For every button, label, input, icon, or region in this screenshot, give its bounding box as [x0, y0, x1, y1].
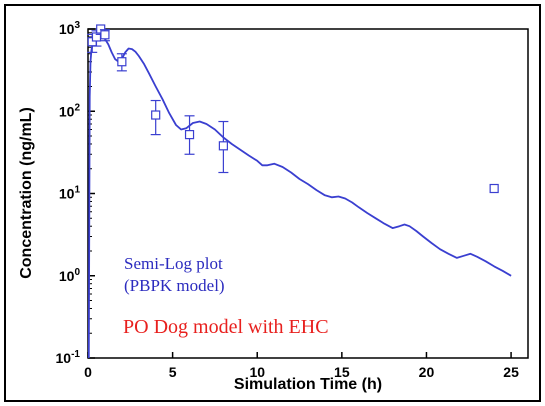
y-axis-label: Concentration (ng/mL) [18, 107, 35, 279]
y-tick-exponent: -1 [71, 349, 80, 360]
annotation-model-line: PO Dog model with EHC [123, 316, 329, 338]
x-tick-label: 5 [169, 364, 177, 380]
observed-point [116, 53, 127, 72]
series-layer [87, 24, 512, 359]
x-tick-label: 15 [334, 364, 350, 380]
y-tick-label: 10-1 [56, 349, 81, 366]
y-tick-base: 10 [59, 186, 75, 202]
annotation-semilog-line: Semi-Log plot [124, 254, 223, 273]
x-axis-label: Simulation Time (h) [234, 376, 382, 393]
x-tick-labels: 0 5 10 15 20 25 [84, 364, 519, 380]
observed-point [99, 29, 110, 42]
data-marker [100, 30, 110, 40]
y-tick-exponent: 2 [74, 102, 80, 113]
data-marker [117, 57, 127, 67]
observed-point [489, 183, 499, 194]
data-marker [218, 141, 228, 151]
outer-border [4, 4, 541, 402]
y-tick-exponent: 1 [74, 185, 80, 196]
y-tick-label: 103 [59, 20, 81, 37]
x-tick-label: 20 [419, 364, 435, 380]
y-tick-base: 10 [56, 350, 72, 366]
y-tick-base: 10 [59, 268, 75, 284]
data-marker [151, 110, 161, 120]
annotation-semilog-line: (PBPK model) [124, 276, 225, 295]
x-tick-label: 10 [249, 364, 265, 380]
observed-point [184, 115, 195, 155]
x-tick-label: 25 [503, 364, 519, 380]
x-tick-label: 0 [84, 364, 92, 380]
observed-point [150, 99, 161, 136]
observed-point [218, 120, 229, 174]
data-marker [489, 183, 499, 194]
y-tick-base: 10 [59, 103, 75, 119]
y-tick-exponent: 3 [74, 20, 80, 31]
y-tick-base: 10 [59, 21, 75, 37]
y-tick-label: 101 [59, 185, 81, 202]
y-tick-exponent: 0 [74, 267, 80, 278]
y-tick-label: 100 [59, 267, 81, 284]
annotations-layer: Semi-Log plot (PBPK model) PO Dog model wi… [123, 254, 329, 338]
data-marker [184, 130, 195, 140]
y-tick-label: 102 [59, 102, 81, 119]
